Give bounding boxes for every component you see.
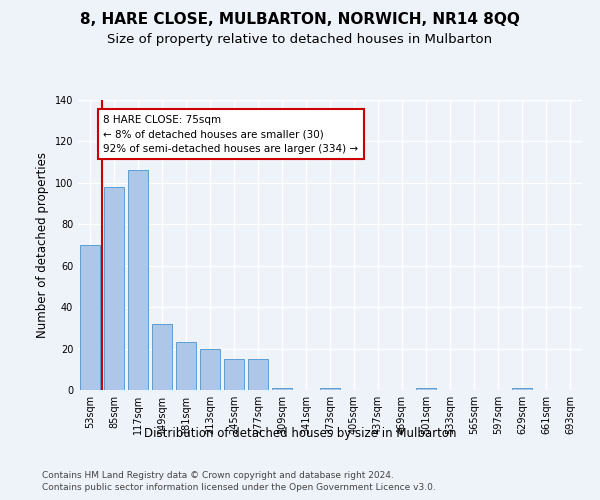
Text: Size of property relative to detached houses in Mulbarton: Size of property relative to detached ho… bbox=[107, 32, 493, 46]
Bar bbox=[272, 388, 292, 390]
Bar bbox=[152, 324, 172, 390]
Bar bbox=[512, 388, 532, 390]
Text: 8, HARE CLOSE, MULBARTON, NORWICH, NR14 8QQ: 8, HARE CLOSE, MULBARTON, NORWICH, NR14 … bbox=[80, 12, 520, 28]
Bar bbox=[416, 388, 436, 390]
Bar bbox=[224, 359, 244, 390]
Bar bbox=[200, 348, 220, 390]
Bar bbox=[248, 359, 268, 390]
Bar bbox=[320, 388, 340, 390]
Y-axis label: Number of detached properties: Number of detached properties bbox=[36, 152, 49, 338]
Text: Distribution of detached houses by size in Mulbarton: Distribution of detached houses by size … bbox=[144, 428, 456, 440]
Text: Contains HM Land Registry data © Crown copyright and database right 2024.: Contains HM Land Registry data © Crown c… bbox=[42, 471, 394, 480]
Bar bbox=[128, 170, 148, 390]
Text: 8 HARE CLOSE: 75sqm
← 8% of detached houses are smaller (30)
92% of semi-detache: 8 HARE CLOSE: 75sqm ← 8% of detached hou… bbox=[103, 114, 358, 154]
Bar bbox=[80, 245, 100, 390]
Bar bbox=[176, 342, 196, 390]
Text: Contains public sector information licensed under the Open Government Licence v3: Contains public sector information licen… bbox=[42, 484, 436, 492]
Bar bbox=[104, 187, 124, 390]
